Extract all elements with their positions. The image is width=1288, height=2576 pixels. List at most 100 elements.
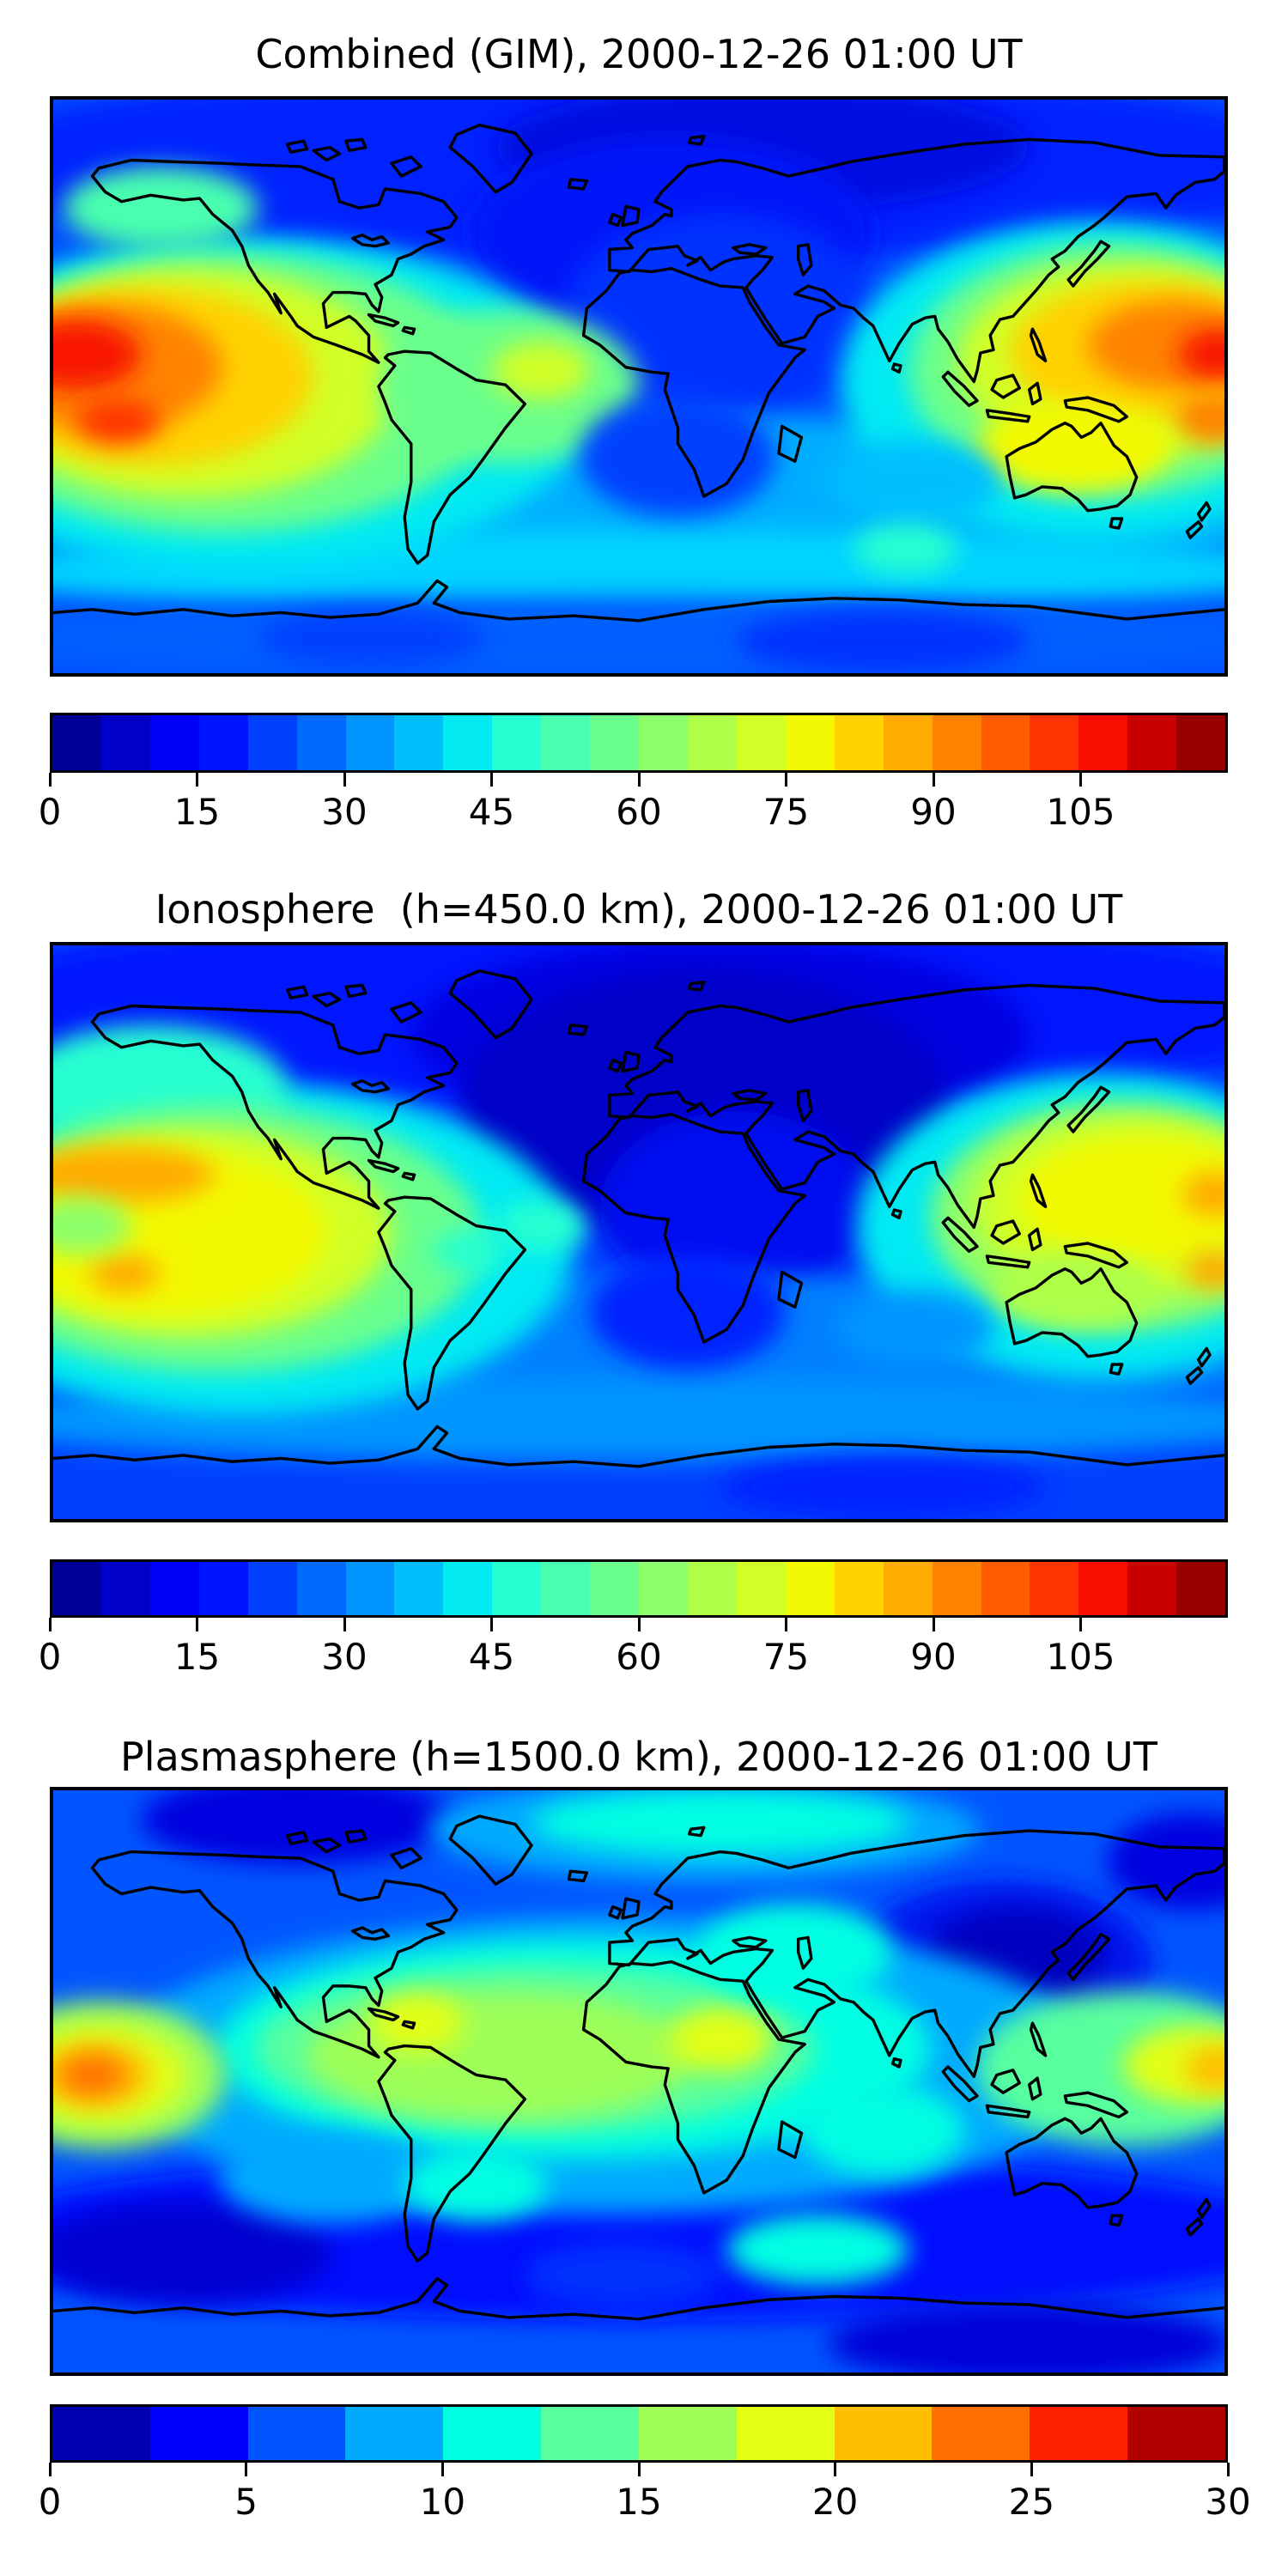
field-blob <box>1185 1251 1224 1290</box>
field-blob <box>492 342 591 399</box>
field-blob <box>590 1254 786 1370</box>
colorbar-segment <box>736 2407 835 2460</box>
colorbar-segment <box>541 715 591 770</box>
colorbar-tick-label: 45 <box>468 1636 515 1678</box>
field-blob <box>63 166 258 250</box>
colorbar-segment <box>834 2407 933 2460</box>
field-blob <box>141 1790 453 1865</box>
field-blob <box>697 1903 893 2001</box>
colorbar-segment <box>932 1562 981 1615</box>
field-blob <box>88 1254 161 1293</box>
field-blob <box>59 2055 125 2095</box>
colorbar-segment <box>1078 715 1128 770</box>
colorbar-tick-label: 0 <box>38 791 62 833</box>
colorbar-segment <box>296 715 346 770</box>
colorbar-tick-label: 5 <box>234 2481 258 2523</box>
colorbar-segment <box>296 1562 346 1615</box>
field-blob <box>53 2201 333 2305</box>
colorbar-tick <box>785 1618 787 1631</box>
colorbar-segment <box>883 1562 933 1615</box>
colorbar-tick <box>1079 773 1082 787</box>
coastline <box>53 971 1224 1467</box>
colorbar-segment <box>736 715 786 770</box>
colorbar-tick-label: 25 <box>1008 2481 1055 2523</box>
colorbar-tick <box>48 1618 52 1631</box>
colorbar-segment <box>247 715 297 770</box>
colorbar-segment <box>785 1562 835 1615</box>
colorbar-tick-label: 60 <box>616 791 662 833</box>
field-blob <box>495 1200 587 1252</box>
colorbar-segment <box>100 715 150 770</box>
panel3-colorbar-ticks: 0 5 10 15 20 25 30 <box>39 2463 1251 2540</box>
field-blob <box>404 2149 548 2221</box>
colorbar-tick-label: 15 <box>616 2481 662 2523</box>
field-blob <box>801 2084 964 2176</box>
colorbar-segment <box>883 715 933 770</box>
colorbar-segment <box>198 1562 248 1615</box>
colorbar-tick <box>932 773 935 787</box>
colorbar-tick <box>932 1618 935 1631</box>
colorbar-tick <box>785 773 787 787</box>
panel3-world-map <box>50 1787 1228 2376</box>
colorbar-tick-label: 15 <box>173 791 221 833</box>
colorbar-segment <box>639 1562 688 1615</box>
colorbar-tick-label: 10 <box>419 2481 466 2523</box>
colorbar-tick <box>1226 2463 1230 2476</box>
colorbar-tick <box>440 2463 444 2476</box>
field-blob <box>525 2243 720 2308</box>
colorbar-segment <box>981 715 1030 770</box>
colorbar-tick-label: 60 <box>616 1636 662 1678</box>
panel2-title: Ionosphere (h=450.0 km), 2000-12-26 01:0… <box>155 886 1123 933</box>
field-blob <box>53 319 142 390</box>
colorbar-tick <box>637 1618 641 1631</box>
panel1-map-svg <box>53 100 1224 673</box>
colorbar-segment <box>1127 2407 1225 2460</box>
colorbar-segment <box>590 1562 640 1615</box>
colorbar-tick-label: 30 <box>321 791 368 833</box>
colorbar-segment <box>247 1562 297 1615</box>
field-blob <box>599 1110 873 1303</box>
panel2-colorbar-ticks: 0 15 30 45 60 75 90 105 <box>39 1618 1228 1695</box>
colorbar-segment <box>834 1562 884 1615</box>
field-blob <box>854 523 958 574</box>
colorbar-tick-label: 0 <box>38 2481 62 2523</box>
colorbar-tick <box>245 2463 248 2476</box>
colorbar-segment <box>394 715 444 770</box>
colorbar-tick <box>343 773 346 787</box>
colorbar-tick <box>196 773 198 787</box>
colorbar-segment <box>1078 1562 1128 1615</box>
panel2-map-svg <box>53 945 1224 1519</box>
field-blob <box>1019 1136 1224 1265</box>
colorbar-tick-label: 45 <box>468 791 515 833</box>
colorbar-tick-label: 30 <box>1205 2481 1251 2523</box>
panel3-colorbar <box>50 2404 1228 2463</box>
colorbar-tick <box>1079 1618 1082 1631</box>
field-blob <box>827 2304 1224 2372</box>
colorbar-segment <box>981 1562 1030 1615</box>
colorbar-tick <box>637 773 641 787</box>
colorbar-segment <box>52 1562 101 1615</box>
colorbar-segment <box>443 1562 493 1615</box>
field-blob <box>53 1197 131 1255</box>
field-blob <box>736 609 1030 673</box>
field-blob <box>1178 329 1224 380</box>
colorbar-segment <box>1176 715 1226 770</box>
colorbar-tick <box>834 2463 837 2476</box>
colorbar-tick-label: 90 <box>910 791 957 833</box>
colorbar-tick-label: 75 <box>762 1636 810 1678</box>
field-blob <box>990 1251 1160 1328</box>
panel3-map-svg <box>53 1790 1224 2372</box>
colorbar-segment <box>932 715 981 770</box>
field-blob <box>372 1994 464 2053</box>
colorbar-segment <box>1030 2407 1128 2460</box>
field-blob <box>1107 1813 1224 1911</box>
field-blob <box>837 1289 993 1366</box>
colorbar-segment <box>443 715 493 770</box>
colorbar-tick <box>1030 2463 1033 2476</box>
colorbar-segment <box>492 1562 542 1615</box>
colorbar-segment <box>1030 715 1079 770</box>
colorbar-segment <box>1176 1562 1226 1615</box>
colorbar-tick <box>343 1618 346 1631</box>
colorbar-tick-label: 20 <box>811 2481 859 2523</box>
field-blob <box>53 1145 216 1204</box>
